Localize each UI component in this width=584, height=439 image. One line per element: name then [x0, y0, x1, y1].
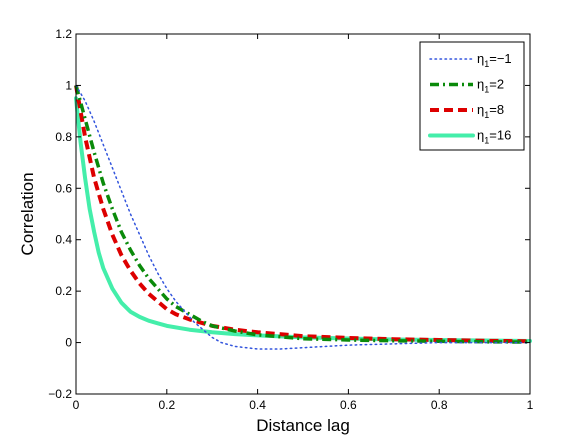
legend-label-3: η1=8 — [477, 102, 504, 120]
legend-symbol: η — [477, 77, 484, 92]
x-tick-label: 0.4 — [249, 398, 266, 412]
y-tick-label: 1 — [65, 78, 72, 92]
legend-subscript: 1 — [484, 59, 489, 69]
legend-value: =2 — [489, 77, 504, 92]
legend-symbol: η — [477, 128, 484, 143]
legend-subscript: 1 — [484, 110, 489, 120]
legend-value: =−1 — [489, 51, 511, 66]
x-tick-label: 0.8 — [431, 398, 448, 412]
y-tick-label: 1.2 — [55, 27, 72, 41]
legend-label-2: η1=2 — [477, 77, 504, 95]
y-tick-label: 0.6 — [55, 181, 72, 195]
x-tick-label: 1 — [527, 398, 534, 412]
legend-label-4: η1=16 — [477, 128, 511, 146]
legend-label-1: η1=−1 — [477, 51, 512, 69]
y-tick-label: 0.4 — [55, 233, 72, 247]
legend: η1=−1η1=2η1=8η1=16 — [419, 41, 525, 151]
x-tick-label: 0.6 — [340, 398, 357, 412]
legend-value: =8 — [489, 102, 504, 117]
axes-box — [75, 33, 531, 395]
legend-subscript: 1 — [484, 136, 489, 146]
x-axis-label: Distance lag — [256, 416, 350, 435]
series-line-3 — [74, 85, 531, 344]
series-line-1 — [75, 84, 531, 350]
legend-symbol: η — [477, 102, 484, 117]
y-tick-label: 0.2 — [55, 284, 72, 298]
axis-ticks: 0 0.2 0.4 0.6 0.8 1−0.200.20.40.60.811.2 — [48, 27, 533, 412]
legend-value: =16 — [489, 128, 511, 143]
y-tick-label: −0.2 — [48, 387, 72, 401]
legend-symbol: η — [477, 51, 484, 66]
x-tick-label: 0 — [73, 398, 80, 412]
y-tick-label: 0.8 — [55, 130, 72, 144]
legend-subscript: 1 — [484, 85, 489, 95]
x-tick-label: 0.2 — [158, 398, 175, 412]
y-axis-label: Correlation — [18, 172, 37, 255]
legend-box — [419, 41, 525, 151]
plot-content — [74, 84, 532, 350]
y-tick-label: 0 — [65, 336, 72, 350]
series-line-2 — [74, 84, 531, 344]
